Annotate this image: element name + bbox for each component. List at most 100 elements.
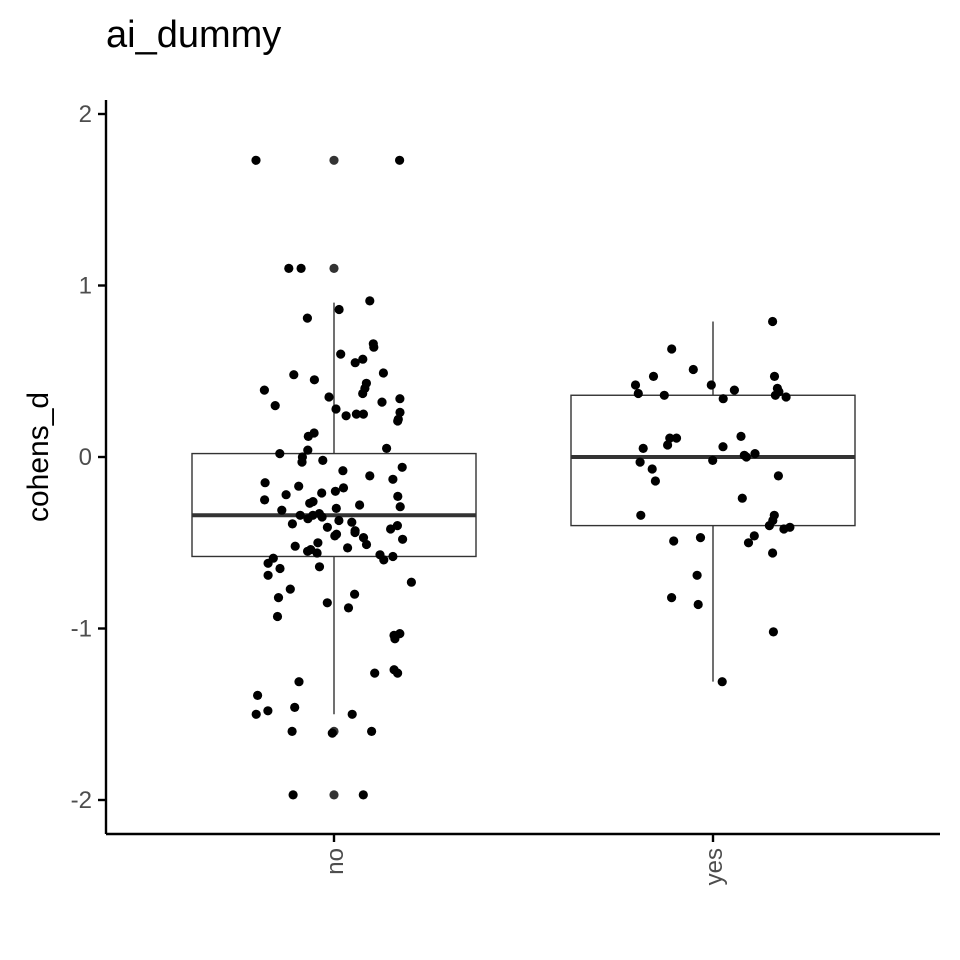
data-point [717, 677, 727, 687]
data-point [281, 490, 291, 500]
data-point [303, 546, 313, 556]
data-point [706, 380, 716, 390]
data-point [297, 457, 307, 467]
points-layer [251, 155, 795, 800]
data-point [718, 442, 728, 452]
data-point [638, 443, 648, 453]
data-point [273, 593, 284, 603]
x-tick-label: no [322, 848, 349, 875]
data-point [350, 358, 360, 368]
boxes-layer [191, 155, 856, 800]
outlier-point [329, 790, 339, 800]
data-point [334, 515, 344, 526]
data-point [737, 493, 747, 503]
data-point [741, 452, 752, 462]
data-point [695, 533, 706, 543]
data-point [322, 522, 332, 532]
data-point [259, 385, 269, 395]
data-point [347, 517, 357, 527]
data-point [338, 483, 349, 493]
data-point [693, 599, 703, 610]
data-point [358, 533, 369, 543]
data-point [769, 371, 780, 381]
data-point [358, 388, 368, 399]
data-point [635, 457, 645, 467]
data-point [305, 498, 315, 508]
y-tick-label: 0 [79, 444, 92, 471]
data-point [343, 543, 353, 553]
data-point [377, 397, 387, 407]
data-point [764, 521, 775, 531]
data-point [779, 524, 789, 534]
data-point [395, 502, 405, 512]
data-point [743, 538, 754, 548]
data-point [263, 558, 273, 568]
data-point [343, 603, 354, 613]
data-point [768, 627, 779, 637]
data-point [275, 449, 285, 459]
data-point [729, 385, 740, 395]
data-point [708, 455, 718, 465]
data-point [663, 440, 673, 450]
data-point [290, 541, 300, 551]
data-point [303, 431, 313, 441]
data-point [277, 505, 287, 515]
data-point [309, 375, 319, 385]
data-point [270, 401, 280, 411]
chart-title: ai_dummy [106, 14, 282, 56]
data-point [314, 562, 325, 572]
data-point [331, 503, 341, 513]
data-point [331, 404, 341, 414]
data-point [370, 668, 380, 678]
data-point [334, 304, 344, 315]
data-point [312, 548, 322, 558]
data-point [650, 476, 661, 486]
data-point [749, 531, 759, 541]
data-point [251, 709, 261, 719]
data-point [781, 392, 791, 402]
data-point [669, 536, 679, 546]
data-point [318, 455, 328, 465]
box-no [191, 155, 477, 800]
data-point [361, 539, 372, 550]
data-point [688, 364, 698, 375]
data-point [338, 466, 348, 476]
data-point [358, 790, 368, 800]
data-point [260, 495, 270, 505]
data-point [358, 409, 368, 419]
data-point [397, 462, 407, 472]
data-point [303, 445, 313, 455]
data-point [313, 538, 323, 548]
data-point [379, 555, 389, 565]
data-point [398, 534, 408, 544]
data-point [390, 634, 400, 644]
data-point [768, 548, 778, 558]
data-point [296, 263, 306, 273]
data-point [336, 349, 346, 359]
data-point [647, 464, 657, 474]
data-point [330, 486, 340, 496]
data-point [350, 589, 360, 599]
data-point [358, 354, 368, 364]
data-point [347, 709, 357, 719]
data-point [667, 344, 677, 354]
data-point [317, 512, 327, 522]
data-point [393, 668, 403, 678]
data-point [630, 380, 641, 390]
data-point [393, 416, 403, 426]
data-point [272, 611, 283, 622]
data-point [388, 551, 398, 562]
data-point [365, 471, 375, 481]
data-point [285, 584, 295, 594]
data-point [367, 726, 377, 737]
data-point [351, 409, 361, 419]
data-point [263, 706, 273, 716]
data-point [665, 433, 675, 443]
data-point [659, 390, 669, 400]
data-point [636, 510, 646, 520]
data-point [275, 563, 285, 574]
data-point [287, 519, 297, 529]
data-point [648, 371, 659, 381]
